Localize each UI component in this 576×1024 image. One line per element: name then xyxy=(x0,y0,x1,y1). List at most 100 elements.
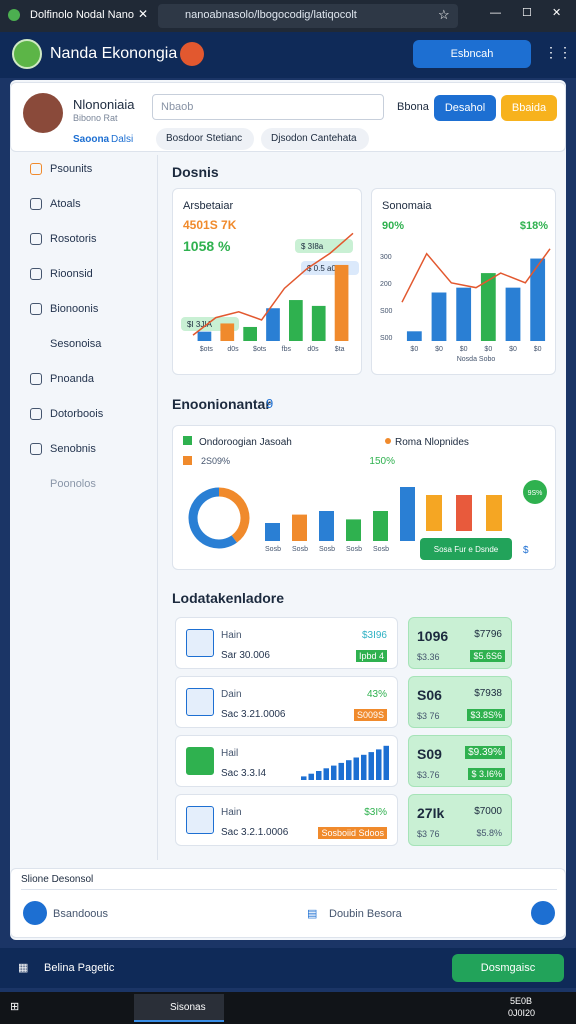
minimize[interactable]: — xyxy=(490,7,501,19)
bar xyxy=(353,757,359,780)
task-app[interactable] xyxy=(134,994,224,1022)
profile-card: Nlononiaia Bibono Rat Nbaob Bbona Desaho… xyxy=(10,82,566,152)
icon-button[interactable] xyxy=(531,901,555,925)
maximize[interactable]: ☐ xyxy=(522,7,532,19)
row-icon xyxy=(186,806,214,834)
row-title: Hain xyxy=(221,630,242,641)
stat: $ 3.I6% xyxy=(468,768,505,780)
stat-card: 1096 $7796 $3.36 $5.6S6 xyxy=(408,617,512,669)
tab-title[interactable]: Dolfinolo Nodal Nano xyxy=(30,9,134,21)
legend-left: Ondoroogian Jasoah xyxy=(199,437,292,448)
list-card: Dain Sac 3.21.0006 43% S009S xyxy=(175,676,398,728)
value: 1058 % xyxy=(183,238,231,254)
bar xyxy=(289,300,303,341)
sidebar-item[interactable]: Sesonoisa xyxy=(50,338,102,350)
link[interactable]: Bbona xyxy=(397,101,429,113)
row-sub: Sar 30.006 xyxy=(221,650,270,661)
bar xyxy=(346,519,361,541)
sidebar-item[interactable]: Rosotoris xyxy=(50,233,97,245)
chip[interactable]: Bosdoor Stetianc xyxy=(156,128,254,150)
secondary-button[interactable]: Bbaida xyxy=(501,95,557,121)
tab-close[interactable]: ✕ xyxy=(138,7,149,21)
bar xyxy=(316,771,322,780)
profile-name: Nlononiaia xyxy=(73,97,135,112)
donut-segment xyxy=(218,487,250,543)
legend-swatch xyxy=(183,456,192,465)
stat: $3 76 xyxy=(417,711,440,721)
chip[interactable]: Djsodon Cantehata xyxy=(261,128,369,150)
list-card: Hain Sac 3.2.1.0006 $3I% Sosboiid Sdoos xyxy=(175,794,398,846)
stat: 27Ik xyxy=(417,805,445,821)
x-tick-label: Sosb xyxy=(373,546,389,553)
bar xyxy=(197,331,212,341)
row-sub: Sac 3.3.I4 xyxy=(221,768,267,779)
bar xyxy=(505,287,521,341)
stat-card: S09 $9.39% $3.76 $ 3.I6% xyxy=(408,735,512,787)
sidebar-icon xyxy=(30,303,42,315)
bottom-right[interactable]: Doubin Besora xyxy=(329,908,402,920)
badge-label: $ 3I8a xyxy=(301,242,324,251)
badge-label: 9S% xyxy=(528,490,543,497)
header-button[interactable]: Esbncah xyxy=(413,40,531,68)
logo xyxy=(12,39,42,69)
star[interactable]: ☆ xyxy=(438,7,450,22)
browser-bar: Dolfinolo Nodal Nano ✕ nanoabnasolo/lbog… xyxy=(0,0,576,32)
sidebar-item[interactable]: Poonolos xyxy=(50,478,96,490)
clock-date: 0J0I20 xyxy=(508,1008,536,1018)
sidebar-item[interactable]: Bionoonis xyxy=(50,303,99,315)
tab[interactable]: Dalsi xyxy=(111,134,134,145)
search[interactable]: Nbaob xyxy=(152,94,384,120)
close[interactable]: ✕ xyxy=(552,7,562,19)
stat: $3.8S% xyxy=(467,709,505,721)
y-tick-label: S00 xyxy=(380,335,393,342)
row-title: Hail xyxy=(221,748,239,759)
caption: Nosda Sobo xyxy=(457,356,496,363)
bar xyxy=(311,305,326,341)
row-tag: Sosboiid Sdoos xyxy=(318,827,387,839)
footer-button[interactable]: Dosmgaisc xyxy=(452,954,564,982)
footer-icon: ▦ xyxy=(18,962,29,974)
stat: 1096 xyxy=(417,628,449,644)
row-icon xyxy=(186,688,214,716)
section-title: Lodatakenladore xyxy=(172,590,285,606)
bar xyxy=(292,514,307,541)
address-bar[interactable] xyxy=(158,4,458,28)
sidebar-item[interactable]: Pnoanda xyxy=(50,373,95,385)
legend-right: Roma Nlopnides xyxy=(395,437,469,448)
sidebar-icon xyxy=(30,408,42,420)
sidebar-item[interactable]: Psounits xyxy=(50,163,93,175)
x-tick-label: $0 xyxy=(460,346,468,353)
bar xyxy=(331,765,337,780)
stat: $5.6S6 xyxy=(470,650,505,662)
sidebar-item[interactable]: Atoals xyxy=(50,198,81,210)
x-tick-label: $ta xyxy=(335,346,345,353)
app-header: Nanda Ekonongia Esbncah ⋮⋮ xyxy=(0,32,576,78)
x-tick-label: d0s xyxy=(307,346,319,353)
stat: $7796 xyxy=(474,629,502,640)
sparkline xyxy=(301,745,389,780)
bottom-left[interactable]: Bsandoous xyxy=(53,908,109,920)
icon xyxy=(23,901,47,925)
start[interactable]: ⊞ xyxy=(10,1001,20,1013)
chart: Arsbetaiar 4501S 7K 1058 % $ 3I8a $ 0.5 a0 $I… xyxy=(181,200,359,353)
tab-icon xyxy=(8,9,20,21)
tab-active[interactable]: Saoona xyxy=(73,134,110,145)
menu[interactable]: ⋮⋮ xyxy=(544,44,572,60)
value: $18% xyxy=(520,220,548,232)
sidebar-icon xyxy=(30,198,42,210)
bar xyxy=(486,495,502,531)
primary-button[interactable]: Desahol xyxy=(434,95,496,121)
stat: $7938 xyxy=(474,688,502,699)
chart: Sonomaia 90% $18% 300 200 S00 S00 $0 $0 $0 $0 $0 $0 N… xyxy=(380,200,551,363)
bar xyxy=(530,258,546,341)
button[interactable] xyxy=(420,538,512,560)
section-title: Dosnis xyxy=(172,164,219,180)
sidebar-item[interactable]: Rioonsid xyxy=(50,268,93,280)
value: 90% xyxy=(382,220,404,232)
sidebar-item[interactable]: Senobnis xyxy=(50,443,96,455)
sidebar-item[interactable]: Dotorboois xyxy=(50,408,104,420)
bar xyxy=(431,292,447,341)
row-value: 43% xyxy=(366,689,387,700)
badge-label: $ 0.5 a0 xyxy=(307,264,336,273)
